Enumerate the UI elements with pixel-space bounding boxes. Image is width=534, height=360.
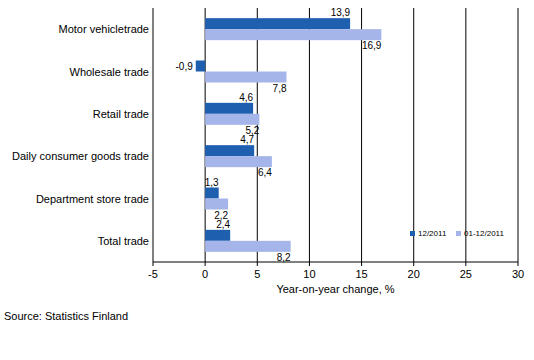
tick-label: 0 (202, 268, 208, 280)
tick-label: 20 (408, 268, 420, 280)
legend: 12/2011 01-12/2011 (410, 229, 504, 238)
category-label: Motor vehicletrade (59, 23, 150, 35)
tick-mark (413, 262, 414, 266)
tick-mark (309, 262, 310, 266)
data-label: 6,4 (258, 167, 272, 178)
tick-label: 5 (254, 268, 260, 280)
tick-mark (518, 262, 519, 266)
bar (205, 18, 350, 29)
bar (205, 199, 228, 210)
legend-label: 12/2011 (418, 229, 447, 238)
data-label: -0,9 (176, 61, 194, 72)
category-label: Daily consumer goods trade (12, 150, 149, 162)
bar (205, 103, 253, 114)
bars (196, 18, 382, 252)
bar (205, 156, 272, 167)
source-note: Source: Statistics Finland (4, 310, 128, 322)
grid-line (518, 8, 519, 262)
tick-label: 25 (460, 268, 472, 280)
data-label: 16,9 (362, 40, 382, 51)
grid-line (465, 8, 466, 262)
data-label: 4,6 (239, 92, 253, 103)
data-label: 1,3 (205, 177, 219, 188)
tick-label: 30 (512, 268, 524, 280)
category-label: Department store trade (36, 193, 149, 205)
x-axis-title: Year-on-year change, % (276, 283, 394, 295)
data-label: 2,2 (214, 210, 228, 221)
bar (205, 188, 219, 199)
category-label: Wholesale trade (70, 66, 150, 78)
grid-line (309, 8, 310, 262)
data-labels: 13,9-0,94,64,71,32,416,97,85,26,42,28,2 (176, 7, 382, 263)
x-axis (153, 262, 518, 263)
tick-mark (257, 262, 258, 266)
data-label: 13,9 (331, 7, 351, 18)
bar (205, 230, 230, 241)
bar (205, 72, 286, 83)
data-label: 7,8 (273, 83, 287, 94)
tick-mark (465, 262, 466, 266)
category-label: Total trade (98, 235, 149, 247)
legend-swatch (410, 231, 415, 236)
bar (205, 145, 254, 156)
chart: -5 0 5 10 15 20 25 30 Motor vehicletrade Wholesal… (0, 0, 534, 360)
legend-label: 01-12/2011 (464, 229, 504, 238)
tick-label: -5 (148, 268, 158, 280)
grid-line (205, 8, 206, 262)
bar (205, 29, 381, 40)
grid-line (153, 8, 154, 262)
bar (205, 241, 291, 252)
tick-mark (361, 262, 362, 266)
data-label: 8,2 (277, 252, 291, 263)
bar (205, 114, 259, 125)
bar (196, 61, 205, 72)
grid-line (413, 8, 414, 262)
chart-container: -5 0 5 10 15 20 25 30 Motor vehicletrade Wholesal… (0, 0, 534, 360)
data-label: 5,2 (245, 125, 259, 136)
tick-mark (205, 262, 206, 266)
tick-mark (153, 262, 154, 266)
tick-label: 10 (303, 268, 315, 280)
tick-label: 15 (355, 268, 367, 280)
legend-swatch (456, 231, 461, 236)
category-label: Retail trade (93, 108, 149, 120)
